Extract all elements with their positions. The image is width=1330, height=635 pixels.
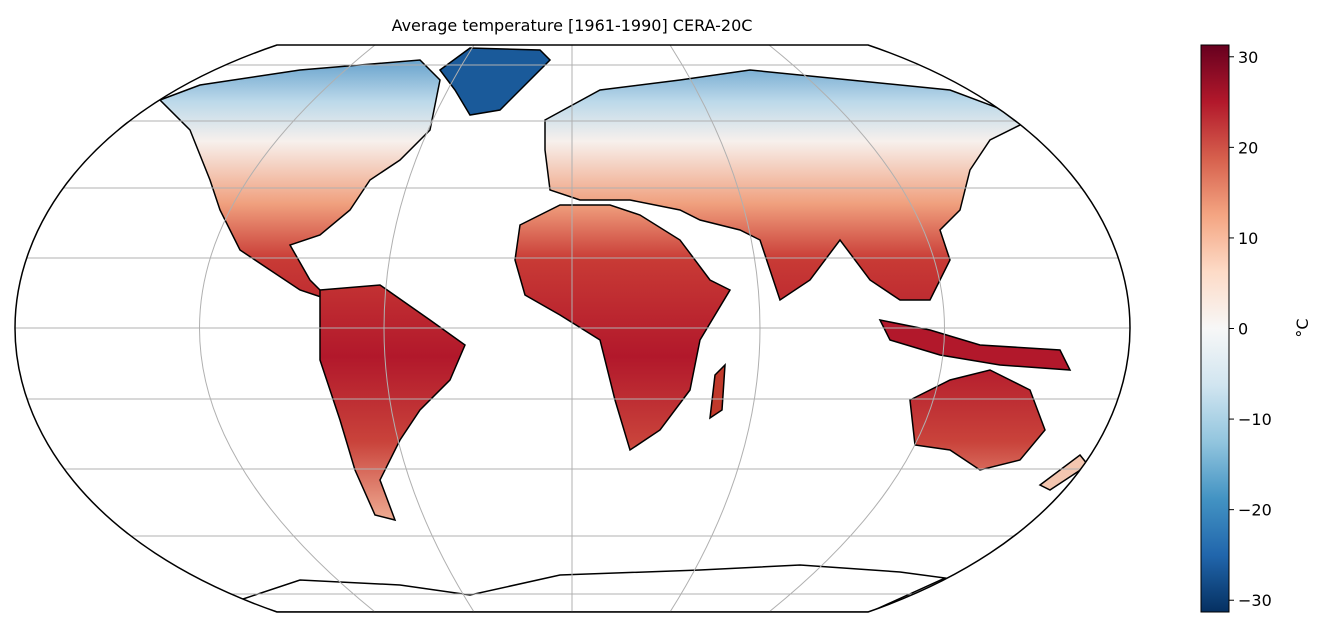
eurasia: [544, 69, 1032, 302]
madagascar: [709, 363, 726, 420]
colorbar-tick-label: −10: [1238, 410, 1272, 429]
map-title: Average temperature [1961-1990] CERA-20C: [392, 16, 753, 35]
south-america: [319, 284, 466, 522]
colorbar-tick-label: 20: [1238, 138, 1258, 157]
colorbar-label: °C: [1293, 318, 1312, 337]
colorbar-tick-label: 10: [1238, 229, 1258, 248]
map: [15, 45, 1130, 612]
map-outline: [14, 44, 1131, 613]
graticule: [15, 45, 1130, 612]
colorbar-tick-label: 0: [1238, 320, 1248, 339]
north-america: [158, 59, 441, 301]
colorbar: [1200, 44, 1230, 613]
greenland: [438, 47, 552, 116]
colorbar-tick-label: −30: [1238, 591, 1272, 610]
colorbar-tick-label: −20: [1238, 501, 1272, 520]
antarctica: [237, 564, 948, 612]
new-zealand: [1038, 453, 1090, 491]
colorbar-tick-label: 30: [1238, 48, 1258, 67]
indonesia: [878, 318, 1072, 371]
australia: [909, 369, 1046, 471]
